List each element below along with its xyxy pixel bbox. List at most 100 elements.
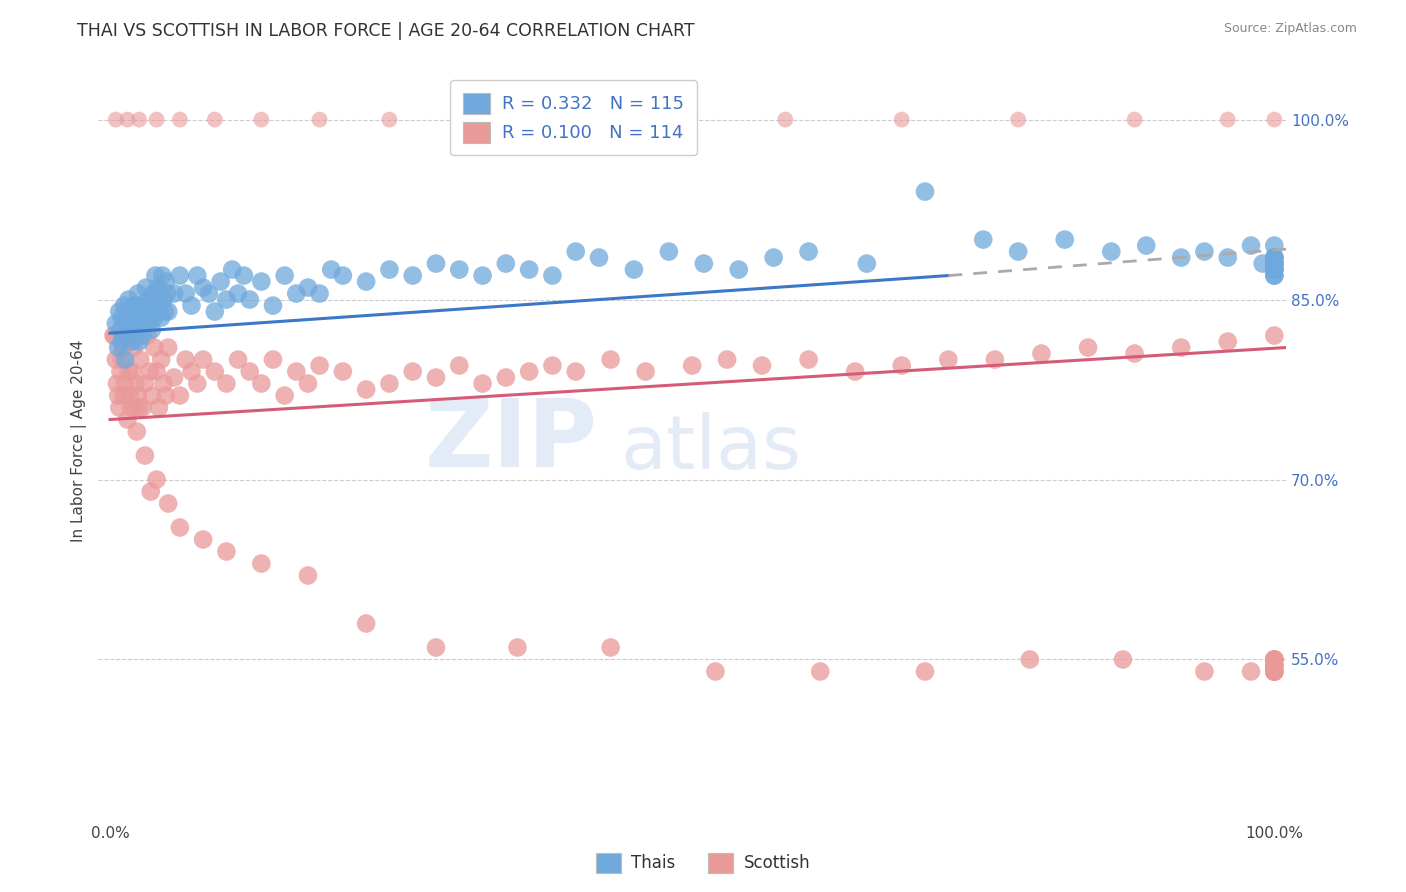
Point — [128, 334, 150, 349]
Point — [127, 286, 149, 301]
Point — [169, 388, 191, 402]
Point — [972, 233, 994, 247]
Point — [148, 401, 170, 415]
Point — [136, 304, 159, 318]
Legend: R = 0.332   N = 115, R = 0.100   N = 114: R = 0.332 N = 115, R = 0.100 N = 114 — [450, 80, 697, 155]
Point — [297, 568, 319, 582]
Point — [1263, 658, 1285, 673]
Point — [122, 317, 145, 331]
Point — [122, 299, 145, 313]
Point — [122, 341, 145, 355]
Point — [541, 268, 564, 283]
Point — [1263, 251, 1285, 265]
Point — [727, 262, 749, 277]
Point — [111, 341, 134, 355]
Point — [1263, 256, 1285, 270]
Point — [180, 299, 202, 313]
Point — [204, 112, 226, 127]
Point — [1263, 268, 1285, 283]
Point — [1263, 658, 1285, 673]
Point — [129, 352, 152, 367]
Point — [762, 251, 785, 265]
Point — [111, 328, 134, 343]
Point — [471, 376, 494, 391]
Point — [174, 352, 197, 367]
Point — [112, 299, 135, 313]
Point — [914, 185, 936, 199]
Point — [495, 256, 517, 270]
Point — [634, 365, 657, 379]
Point — [209, 275, 232, 289]
Point — [856, 256, 879, 270]
Point — [1263, 262, 1285, 277]
Point — [124, 401, 146, 415]
Point — [204, 304, 226, 318]
Point — [890, 112, 912, 127]
Point — [425, 370, 447, 384]
Point — [1007, 244, 1029, 259]
Point — [1135, 238, 1157, 252]
Point — [914, 665, 936, 679]
Point — [239, 365, 262, 379]
Point — [128, 401, 150, 415]
Point — [111, 334, 134, 349]
Point — [1263, 652, 1285, 666]
Point — [108, 401, 131, 415]
Point — [136, 328, 159, 343]
Point — [460, 112, 482, 127]
Point — [139, 299, 162, 313]
Point — [332, 365, 354, 379]
Point — [108, 304, 131, 318]
Point — [114, 376, 136, 391]
Point — [118, 310, 141, 325]
Point — [541, 359, 564, 373]
Point — [1077, 341, 1099, 355]
Point — [775, 112, 797, 127]
Point — [121, 334, 143, 349]
Point — [658, 112, 681, 127]
Point — [115, 317, 138, 331]
Point — [599, 640, 621, 655]
Point — [215, 376, 238, 391]
Point — [354, 616, 377, 631]
Point — [1018, 652, 1040, 666]
Point — [134, 376, 156, 391]
Point — [1194, 244, 1216, 259]
Point — [1263, 256, 1285, 270]
Point — [134, 449, 156, 463]
Point — [129, 299, 152, 313]
Point — [169, 268, 191, 283]
Point — [117, 112, 139, 127]
Point — [553, 112, 575, 127]
Point — [1263, 262, 1285, 277]
Point — [145, 299, 167, 313]
Point — [1263, 112, 1285, 127]
Point — [425, 256, 447, 270]
Point — [120, 401, 142, 415]
Point — [273, 388, 295, 402]
Point — [153, 304, 176, 318]
Point — [150, 268, 173, 283]
Text: Source: ZipAtlas.com: Source: ZipAtlas.com — [1223, 22, 1357, 36]
Text: ZIP: ZIP — [425, 394, 598, 486]
Point — [308, 112, 330, 127]
Point — [1216, 112, 1239, 127]
Point — [152, 376, 174, 391]
Point — [658, 244, 681, 259]
Point — [1263, 251, 1285, 265]
Point — [155, 388, 177, 402]
Point — [111, 310, 134, 325]
Point — [354, 383, 377, 397]
Point — [262, 352, 284, 367]
Point — [118, 388, 141, 402]
Point — [107, 341, 129, 355]
Point — [250, 557, 273, 571]
Point — [124, 328, 146, 343]
Point — [936, 352, 959, 367]
Point — [138, 365, 160, 379]
Y-axis label: In Labor Force | Age 20-64: In Labor Force | Age 20-64 — [72, 339, 87, 541]
Point — [1263, 268, 1285, 283]
Point — [588, 251, 610, 265]
Point — [1240, 665, 1263, 679]
Point — [139, 484, 162, 499]
